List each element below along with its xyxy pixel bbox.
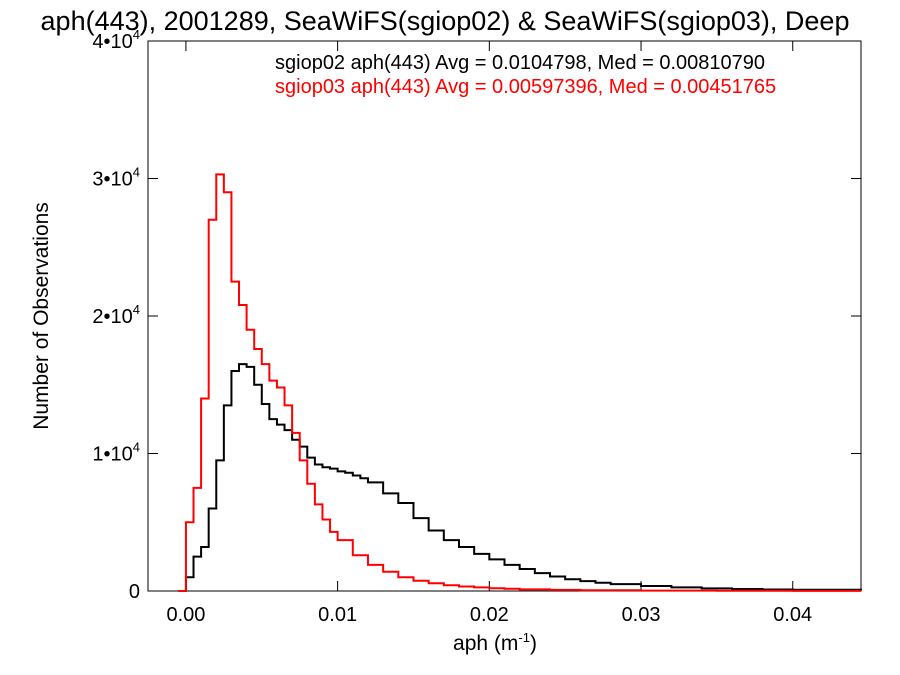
- series-layer: [178, 173, 862, 592]
- y-axis-label: Number of Observations: [30, 202, 53, 430]
- y-tick-exponent: 4: [133, 440, 140, 455]
- chart-title: aph(443), 2001289, SeaWiFS(sgiop02) & Se…: [41, 6, 850, 36]
- y-tick-mantissa: 0: [129, 581, 140, 603]
- y-tick-mantissa: 2•10: [92, 306, 132, 328]
- annotation-layer: sgiop02 aph(443) Avg = 0.0104798, Med = …: [275, 52, 776, 98]
- y-tick-mantissa: 4•10: [92, 31, 132, 53]
- x-axis-label: aph (m-1): [453, 630, 537, 655]
- y-tick-label: 3•104: [92, 165, 140, 191]
- x-tick-label: 0.04: [773, 604, 812, 626]
- histogram-series-1: [178, 363, 862, 592]
- x-axis-label-close: ): [530, 632, 537, 655]
- x-tick-label: 0.03: [622, 604, 661, 626]
- x-tick-label: 0.00: [166, 604, 205, 626]
- y-tick-label: 4•104: [92, 27, 140, 53]
- y-tick-mantissa: 1•10: [92, 444, 132, 466]
- x-tick-label: 0.01: [318, 604, 357, 626]
- histogram-series-2: [178, 173, 862, 592]
- plot-area-frame: [147, 40, 862, 592]
- stats-annotation-2: sgiop03 aph(443) Avg = 0.00597396, Med =…: [275, 76, 776, 98]
- x-axis: 0.00 0.01 0.02 0.03 0.04: [166, 41, 812, 626]
- y-tick-mantissa: 3•10: [92, 169, 132, 191]
- y-tick-exponent: 4: [133, 165, 140, 180]
- y-tick-exponent: 4: [133, 27, 140, 42]
- y-tick-label: 1•104: [92, 440, 140, 466]
- y-tick-exponent: 4: [133, 302, 140, 317]
- stats-annotation-1: sgiop02 aph(443) Avg = 0.0104798, Med = …: [275, 52, 765, 74]
- x-axis-label-sup: -1: [518, 630, 530, 645]
- x-axis-label-main: aph (m: [453, 632, 518, 655]
- x-tick-label: 0.02: [470, 604, 509, 626]
- y-tick-label: 0: [129, 581, 140, 603]
- y-tick-label: 2•104: [92, 302, 140, 328]
